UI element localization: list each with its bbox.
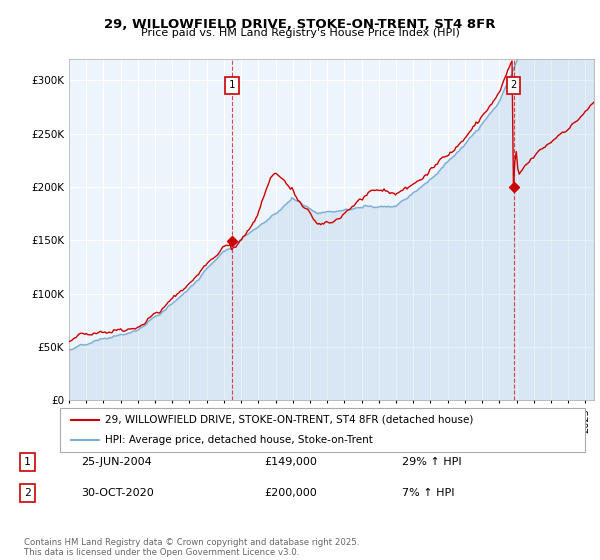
Text: £149,000: £149,000 [264,457,317,467]
Text: 30-OCT-2020: 30-OCT-2020 [81,488,154,498]
Text: 25-JUN-2004: 25-JUN-2004 [81,457,152,467]
Text: 1: 1 [24,457,31,467]
Text: 29, WILLOWFIELD DRIVE, STOKE-ON-TRENT, ST4 8FR: 29, WILLOWFIELD DRIVE, STOKE-ON-TRENT, S… [104,18,496,31]
Text: 29% ↑ HPI: 29% ↑ HPI [402,457,461,467]
Text: £200,000: £200,000 [264,488,317,498]
Text: Price paid vs. HM Land Registry's House Price Index (HPI): Price paid vs. HM Land Registry's House … [140,28,460,38]
Text: 1: 1 [229,81,235,91]
Text: 7% ↑ HPI: 7% ↑ HPI [402,488,455,498]
Text: HPI: Average price, detached house, Stoke-on-Trent: HPI: Average price, detached house, Stok… [104,435,373,445]
Text: 2: 2 [24,488,31,498]
FancyBboxPatch shape [60,408,585,452]
Text: 29, WILLOWFIELD DRIVE, STOKE-ON-TRENT, ST4 8FR (detached house): 29, WILLOWFIELD DRIVE, STOKE-ON-TRENT, S… [104,415,473,425]
Text: 2: 2 [511,81,517,91]
Text: Contains HM Land Registry data © Crown copyright and database right 2025.
This d: Contains HM Land Registry data © Crown c… [24,538,359,557]
